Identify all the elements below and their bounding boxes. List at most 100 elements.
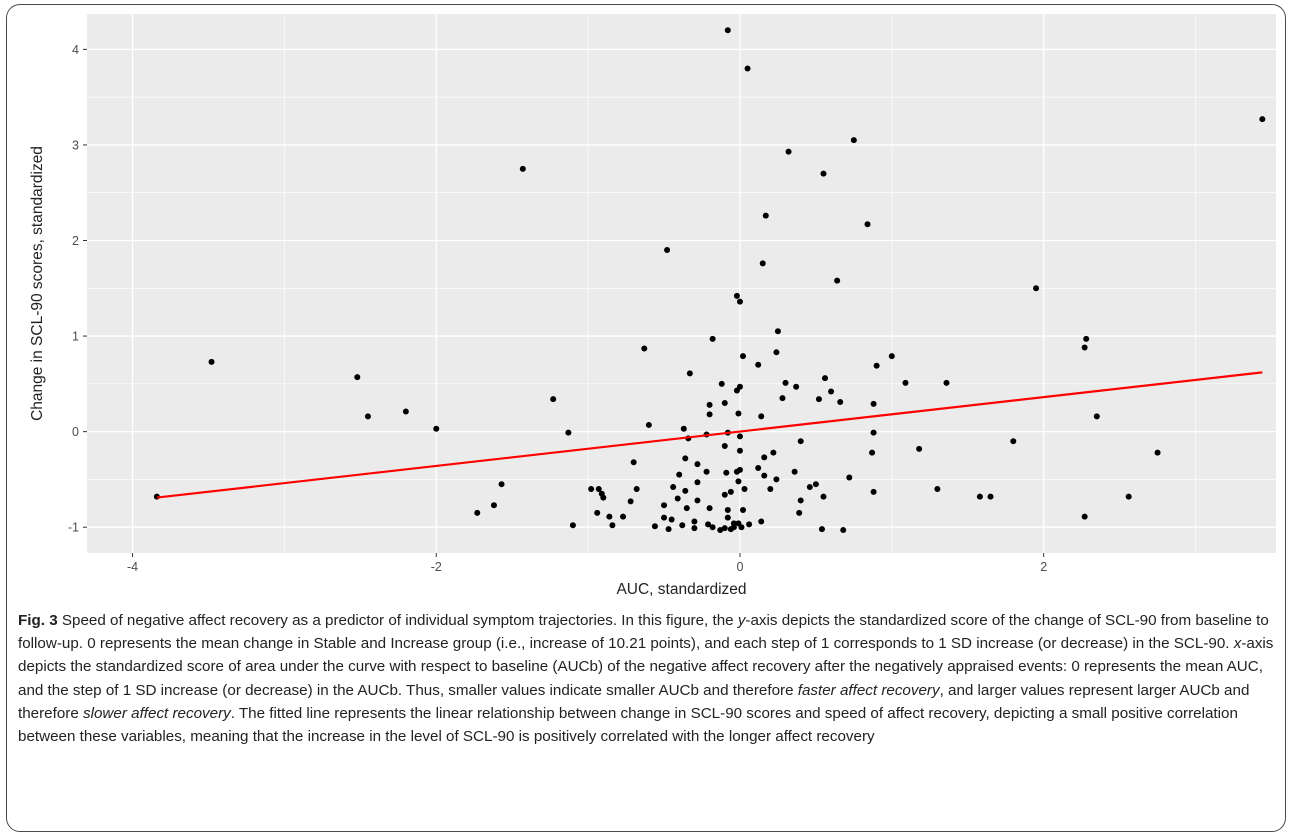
data-point [705,521,712,528]
data-point [724,514,731,521]
x-axis-ticks: -4 -2 0 2 [127,553,1047,574]
data-point [797,497,804,504]
data-point [594,509,601,516]
data-point [735,410,742,417]
caption-faster-term: faster affect recovery [797,681,940,699]
figure-label: Fig. 3 [18,612,58,629]
y-axis-ticks: -1 0 1 2 3 4 [68,43,87,535]
data-point [727,526,734,533]
fitted-regression-line [156,371,1263,499]
caption-text-2: -axis depicts the standardized score of … [18,612,1269,653]
data-point [746,521,753,528]
data-point [796,509,803,516]
data-point [721,399,728,406]
x-tick-label: 2 [1040,560,1047,574]
y-tick-label: 1 [72,330,79,344]
data-point [850,137,857,144]
data-point [733,387,740,394]
data-point [888,353,895,360]
data-point [820,170,827,177]
data-point [724,27,731,34]
data-point [736,433,743,440]
data-point [588,485,595,492]
x-tick-label: 0 [736,560,743,574]
data-point [943,379,950,386]
data-point [1033,285,1040,292]
caption-text-1: Speed of negative affect recovery as a p… [57,612,738,629]
data-point [1010,438,1017,445]
data-point [668,516,675,523]
data-point [735,478,742,485]
data-point [683,505,690,512]
data-point [834,277,841,284]
data-point [773,349,780,356]
data-point [606,513,613,520]
data-point [733,292,740,299]
data-point [815,396,822,403]
data-point [1154,449,1161,456]
data-point [633,485,640,492]
data-point [870,488,877,495]
data-point [718,380,725,387]
data-point [721,442,728,449]
data-point [812,481,819,488]
data-point [767,485,774,492]
data-point [870,400,877,407]
data-point [744,65,751,72]
data-point [691,518,698,525]
data-point [727,488,734,495]
data-point [402,408,409,415]
data-point [565,429,572,436]
data-point [721,525,728,532]
data-point [498,481,505,488]
data-point [755,464,762,471]
data-point [741,485,748,492]
data-point [550,396,557,403]
data-point [664,247,671,254]
data-point [761,472,768,479]
data-point [433,425,440,432]
data-point [797,438,804,445]
y-tick-label: 3 [72,138,79,152]
data-point [1081,513,1088,520]
data-point [717,527,724,534]
data-point [793,383,800,390]
data-point [600,494,607,501]
data-point [870,429,877,436]
plot-panel [87,14,1276,553]
data-point [773,476,780,483]
data-point [694,497,701,504]
caption-text-3: -axis depicts the standardized score of … [18,635,1274,699]
y-tick-label: 0 [72,425,79,439]
data-point [873,362,880,369]
data-point [694,479,701,486]
data-point [740,506,746,513]
data-point [864,221,871,228]
data-point [828,388,835,395]
data-point [869,449,876,456]
x-tick-label: -4 [127,560,138,574]
data-point [721,491,728,498]
x-axis-title: AUC, standardized [616,581,746,598]
data-point [738,524,745,531]
data-point [709,335,716,342]
data-point [703,468,710,475]
data-point [724,506,731,513]
data-point [569,522,576,529]
data-point [679,522,686,529]
data-point [709,524,716,531]
data-point [902,379,909,386]
data-point [680,425,687,432]
data-point [733,468,740,475]
data-point [1259,116,1266,123]
data-point [630,459,637,466]
data-point [670,484,677,491]
data-point [686,370,693,377]
data-point [595,485,602,492]
data-point [490,502,497,509]
data-point [774,328,781,335]
data-point [661,514,668,521]
data-point [474,509,481,516]
data-point [665,526,672,533]
y-tick-label: -1 [68,521,79,535]
